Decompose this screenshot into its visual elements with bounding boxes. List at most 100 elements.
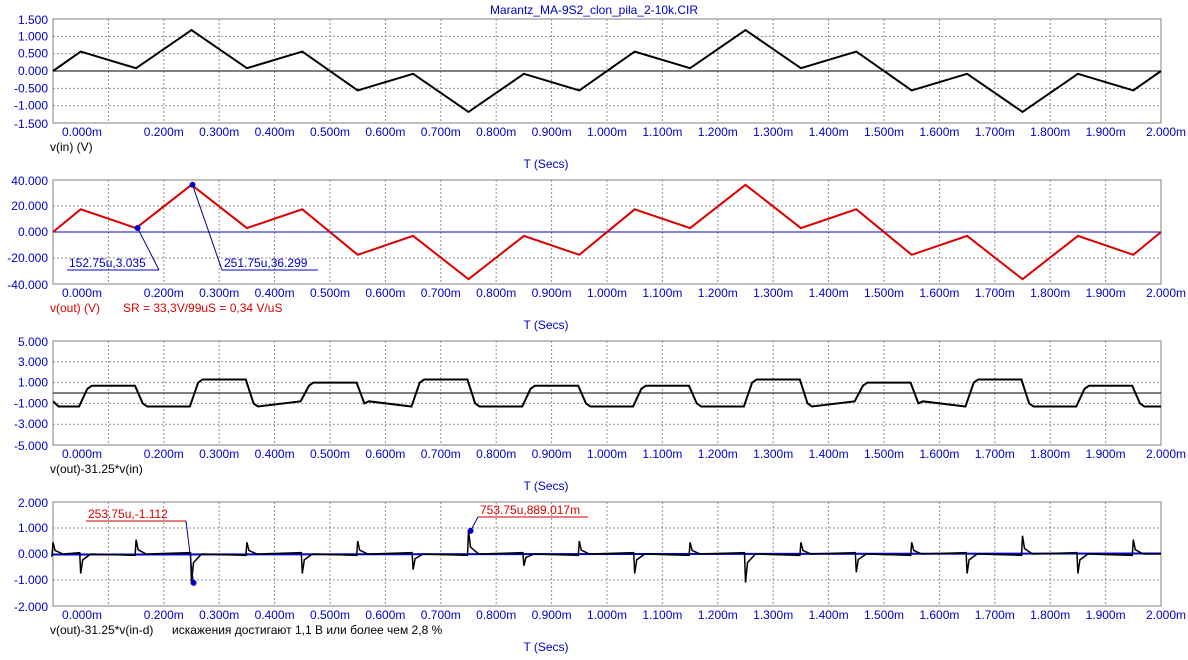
y-tick-label: -0.500 <box>14 81 48 95</box>
y-tick-label: 40.000 <box>11 174 48 188</box>
y-tick-label: 0.000 <box>18 225 48 239</box>
x-tick-label: 0.500m <box>310 608 350 622</box>
y-tick-label: 20.000 <box>11 199 48 213</box>
x-axis-label: T (Secs) <box>523 479 568 493</box>
cursor-label: 753.75u,889.017m <box>480 503 580 517</box>
x-tick-label: 1.700m <box>975 608 1015 622</box>
x-tick-label: 0.300m <box>199 447 239 461</box>
x-tick-label: 1.500m <box>864 608 904 622</box>
x-tick-label: 1.600m <box>919 125 959 139</box>
y-tick-label: -1.000 <box>14 99 48 113</box>
x-tick-label: 1.200m <box>698 447 738 461</box>
y-tick-label: 1.000 <box>18 521 48 535</box>
x-tick-label: 1.000m <box>587 447 627 461</box>
x-tick-label: 0.300m <box>199 286 239 300</box>
x-tick-label: 0.400m <box>255 447 295 461</box>
x-tick-label: 0.400m <box>255 608 295 622</box>
x-tick-label: 1.400m <box>809 286 849 300</box>
x-axis-label: T (Secs) <box>523 640 568 654</box>
trace-label: v(out) (V) <box>50 301 100 315</box>
x-tick-label: 0.900m <box>532 608 572 622</box>
y-tick-label: 1.500 <box>18 13 48 27</box>
y-tick-label: 2.000 <box>18 496 48 510</box>
x-tick-label: 0.300m <box>199 608 239 622</box>
x-tick-label: 1.400m <box>809 447 849 461</box>
x-tick-label: 0.600m <box>365 286 405 300</box>
y-tick-label: 5.000 <box>18 335 48 349</box>
x-tick-label: 2.000m <box>1146 125 1186 139</box>
chart-panel-4: 2.000 1.000 0.000 -1.000 -2.000 0.000m 0.200m 0… <box>14 496 1186 654</box>
series-line-1 <box>52 28 1162 114</box>
x-tick-label: 1.300m <box>753 286 793 300</box>
x-tick-label: 1.700m <box>975 447 1015 461</box>
x-tick-label: 1.800m <box>1030 125 1070 139</box>
x-tick-label: 1.100m <box>642 286 682 300</box>
y-tick-label: -3.000 <box>14 417 48 431</box>
x-axis-label: T (Secs) <box>523 157 568 171</box>
x-tick-label: 1.000m <box>587 286 627 300</box>
x-tick-label: 0.000m <box>62 447 102 461</box>
cursor-point <box>190 579 197 586</box>
x-tick-label: 1.500m <box>864 286 904 300</box>
x-tick-label: 0.300m <box>199 125 239 139</box>
y-tick-label: -2.000 <box>14 600 48 614</box>
x-tick-label: 0.200m <box>144 125 184 139</box>
x-tick-label: 2.000m <box>1146 286 1186 300</box>
x-tick-label: 0.500m <box>310 447 350 461</box>
series-line-1 <box>52 378 1161 408</box>
x-tick-label: 0.800m <box>476 125 516 139</box>
x-tick-label: 1.500m <box>864 447 904 461</box>
x-tick-label: 0.000m <box>62 286 102 300</box>
cursor-label: 251.75u,36.299 <box>224 256 308 270</box>
x-tick-label: 1.200m <box>698 286 738 300</box>
x-tick-label: 1.100m <box>642 608 682 622</box>
series-line-1 <box>51 530 1161 583</box>
x-tick-label: 1.900m <box>1086 608 1126 622</box>
x-tick-label: 1.900m <box>1086 447 1126 461</box>
x-tick-label: 0.400m <box>255 125 295 139</box>
chart-panel-3: 5.000 3.000 1.000 -1.000 -3.000 -5.000 0.000m 0… <box>14 335 1186 493</box>
x-tick-label: 0.000m <box>62 125 102 139</box>
y-tick-label: -5.000 <box>14 439 48 453</box>
x-tick-label: 1.200m <box>698 608 738 622</box>
x-tick-label: 0.700m <box>421 125 461 139</box>
x-tick-label: 0.200m <box>144 447 184 461</box>
x-tick-label: 1.800m <box>1030 608 1070 622</box>
x-tick-label: 0.700m <box>421 286 461 300</box>
chart-panel-1: 1.500 1.000 0.500 0.000 -0.500 -1.000 -1.500 0.… <box>14 13 1186 171</box>
x-tick-label: 0.500m <box>310 286 350 300</box>
y-tick-label: -40.000 <box>7 278 48 292</box>
y-tick-label: 0.000 <box>18 64 48 78</box>
y-tick-label: -1.500 <box>14 117 48 131</box>
cursor-leader-line <box>191 184 223 271</box>
x-tick-label: 1.800m <box>1030 286 1070 300</box>
cursor-point <box>134 225 141 232</box>
x-tick-label: 0.000m <box>62 608 102 622</box>
x-tick-label: 0.800m <box>476 286 516 300</box>
x-tick-label: 0.700m <box>421 608 461 622</box>
x-tick-label: 1.700m <box>975 125 1015 139</box>
x-tick-label: 1.600m <box>919 447 959 461</box>
annotation-text: искажения достигают 1,1 В или более чем … <box>172 623 443 637</box>
cursor-label: 253.75u,-1.112 <box>88 507 168 521</box>
x-tick-label: 1.400m <box>809 608 849 622</box>
trace-label: v(out)-31.25*v(in) <box>50 462 143 476</box>
x-tick-label: 1.300m <box>753 125 793 139</box>
x-tick-label: 1.300m <box>753 447 793 461</box>
x-tick-label: 1.900m <box>1086 286 1126 300</box>
series-line-1 <box>52 183 1162 281</box>
x-tick-label: 0.900m <box>532 447 572 461</box>
x-tick-label: 1.500m <box>864 125 904 139</box>
y-tick-label: 3.000 <box>18 355 48 369</box>
x-tick-label: 1.300m <box>753 608 793 622</box>
x-tick-label: 0.800m <box>476 447 516 461</box>
x-tick-label: 0.200m <box>144 608 184 622</box>
x-tick-label: 0.900m <box>532 125 572 139</box>
chart-title: Marantz_MA-9S2_clon_pila_2-10k.CIR <box>489 3 699 17</box>
x-tick-label: 0.600m <box>365 447 405 461</box>
trace-label: v(in) (V) <box>50 140 93 154</box>
x-tick-label: 1.000m <box>587 125 627 139</box>
x-tick-label: 2.000m <box>1146 447 1186 461</box>
cursor-leader-line <box>137 227 160 271</box>
